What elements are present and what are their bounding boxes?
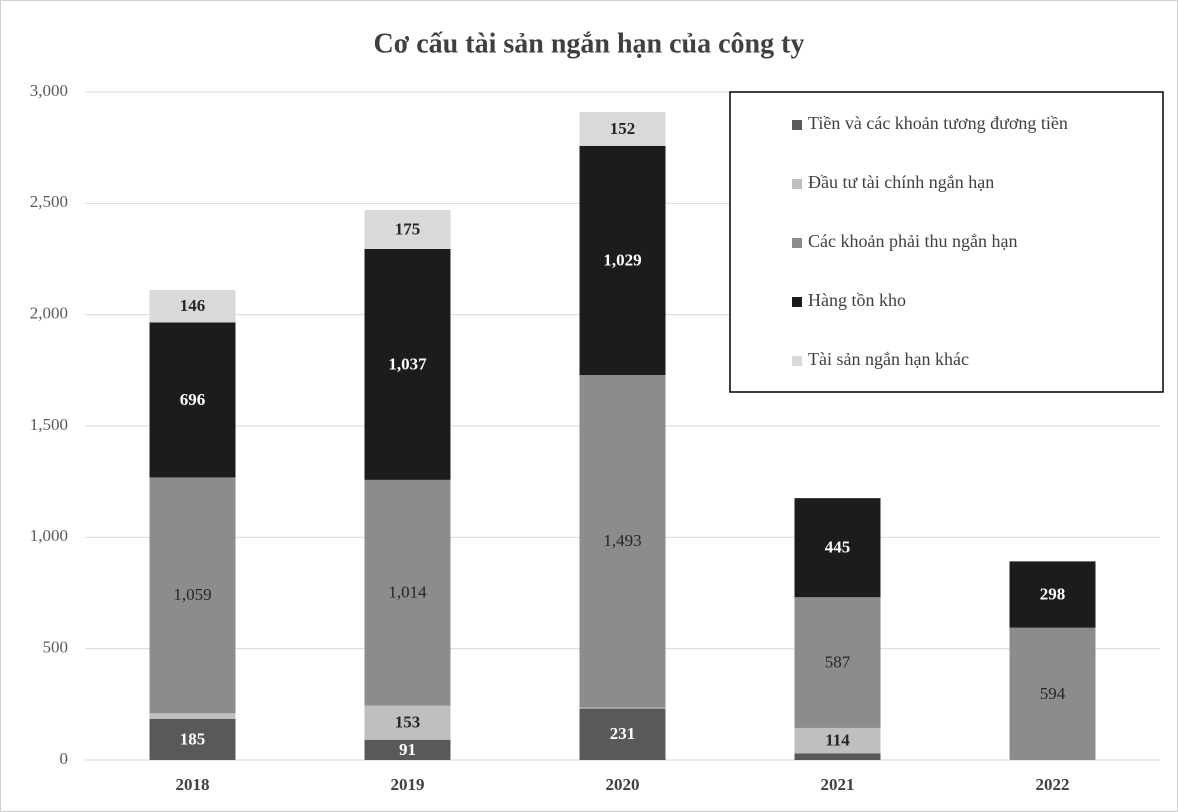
bar-segment [149, 322, 236, 478]
bar-segment [364, 210, 451, 249]
bar-segment [794, 727, 881, 754]
bar-segment [364, 705, 451, 740]
y-tick-label: 2,000 [30, 304, 68, 323]
x-tick-label: 2021 [821, 775, 855, 794]
y-tick-label: 1,000 [30, 526, 68, 545]
bar-segment [364, 479, 451, 706]
legend-swatch [792, 297, 802, 307]
bar-segment [579, 707, 666, 709]
chart-title: Cơ cấu tài sản ngắn hạn của công ty [374, 28, 805, 59]
y-tick-label: 2,500 [30, 192, 68, 211]
legend-label: Tài sản ngắn hạn khác [808, 349, 969, 369]
bar-segment [364, 248, 451, 480]
legend-swatch [792, 179, 802, 189]
y-tick-label: 1,500 [30, 415, 68, 434]
legend-box [729, 91, 1164, 393]
bar-segment [1009, 627, 1096, 760]
data-label: 146 [180, 296, 206, 315]
data-label: 594 [1040, 684, 1066, 703]
bar-segment [579, 708, 666, 760]
bar-segment [794, 753, 881, 760]
bar-segment [149, 718, 236, 760]
bar-segment [149, 477, 236, 714]
bar-segment [149, 713, 236, 719]
legend-swatch [792, 356, 802, 366]
bar-segment [149, 289, 236, 323]
y-tick-label: 500 [43, 638, 69, 657]
legend-label: Đầu tư tài chính ngắn hạn [808, 172, 994, 192]
data-label: 445 [825, 538, 851, 557]
data-label: 1,059 [173, 585, 211, 604]
legend-label: Các khoản phải thu ngắn hạn [808, 231, 1017, 251]
data-label: 298 [1040, 584, 1066, 603]
data-label: 1,493 [603, 531, 641, 550]
bar-segment [364, 739, 451, 760]
y-tick-label: 3,000 [30, 81, 68, 100]
x-tick-label: 2020 [606, 775, 640, 794]
data-label: 114 [825, 731, 850, 750]
bar-segment [579, 112, 666, 146]
data-label: 152 [610, 119, 636, 138]
data-label: 587 [825, 652, 851, 671]
x-tick-label: 2019 [391, 775, 425, 794]
legend-swatch [792, 120, 802, 130]
bar-segment [579, 375, 666, 708]
legend-label: Hàng tồn kho [808, 290, 906, 310]
data-label: 153 [395, 713, 421, 732]
data-label: 1,037 [388, 354, 427, 373]
data-label: 1,029 [603, 250, 641, 269]
x-tick-label: 2022 [1036, 775, 1070, 794]
x-tick-label: 2018 [176, 775, 210, 794]
y-tick-label: 0 [60, 749, 69, 768]
bar-segment [794, 597, 881, 728]
data-label: 696 [180, 390, 206, 409]
legend-label: Tiền và các khoản tương đương tiền [808, 113, 1068, 133]
bar-segment [579, 145, 666, 376]
legend-swatch [792, 238, 802, 248]
data-label: 231 [610, 724, 636, 743]
data-label: 1,014 [388, 583, 427, 602]
data-label: 175 [395, 219, 421, 238]
bar-segment [794, 498, 881, 598]
bar-segment [1009, 561, 1096, 628]
data-label: 185 [180, 729, 206, 748]
data-label: 91 [399, 740, 416, 759]
